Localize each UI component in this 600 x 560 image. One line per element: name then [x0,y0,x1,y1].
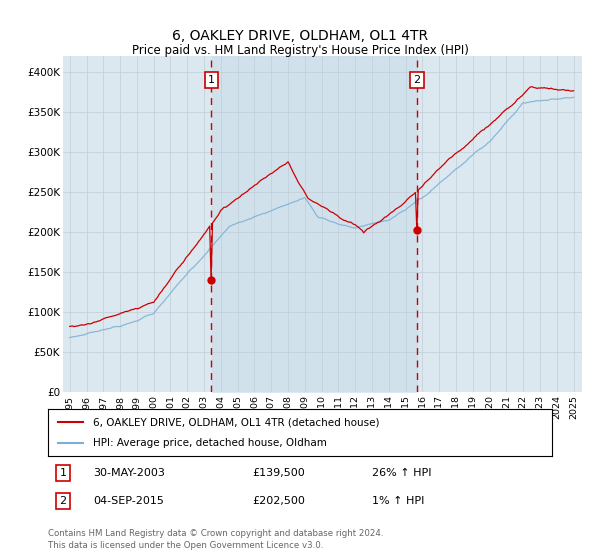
Text: 04-SEP-2015: 04-SEP-2015 [93,496,164,506]
Text: Contains HM Land Registry data © Crown copyright and database right 2024.
This d: Contains HM Land Registry data © Crown c… [48,529,383,550]
Text: £202,500: £202,500 [252,496,305,506]
Text: 2: 2 [59,496,67,506]
Text: 2: 2 [413,75,421,85]
Text: 6, OAKLEY DRIVE, OLDHAM, OL1 4TR: 6, OAKLEY DRIVE, OLDHAM, OL1 4TR [172,29,428,44]
Text: 26% ↑ HPI: 26% ↑ HPI [372,468,431,478]
Text: 30-MAY-2003: 30-MAY-2003 [93,468,165,478]
Text: 1: 1 [59,468,67,478]
Text: 1% ↑ HPI: 1% ↑ HPI [372,496,424,506]
Text: 6, OAKLEY DRIVE, OLDHAM, OL1 4TR (detached house): 6, OAKLEY DRIVE, OLDHAM, OL1 4TR (detach… [94,417,380,427]
Text: 1: 1 [208,75,215,85]
Text: Price paid vs. HM Land Registry's House Price Index (HPI): Price paid vs. HM Land Registry's House … [131,44,469,57]
Text: £139,500: £139,500 [252,468,305,478]
Text: HPI: Average price, detached house, Oldham: HPI: Average price, detached house, Oldh… [94,438,327,448]
